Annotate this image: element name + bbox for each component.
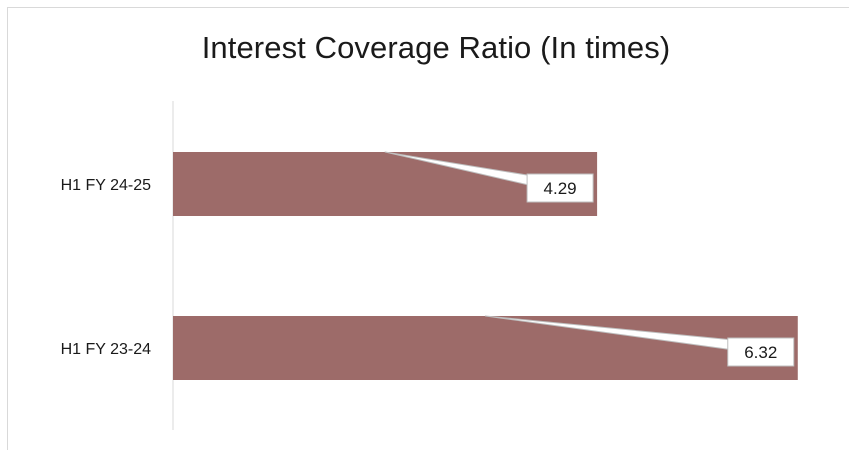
bar-1 [173,316,798,380]
category-label-0: H1 FY 24-25 [61,177,152,194]
data-label-0: 4.29 [544,179,577,198]
data-label-box-0 [526,173,594,203]
data-label-box-1 [727,337,795,367]
data-label-1: 6.32 [744,343,777,362]
category-label-1: H1 FY 23-24 [61,341,152,358]
chart-title: Interest Coverage Ratio (In times) [201,30,671,65]
